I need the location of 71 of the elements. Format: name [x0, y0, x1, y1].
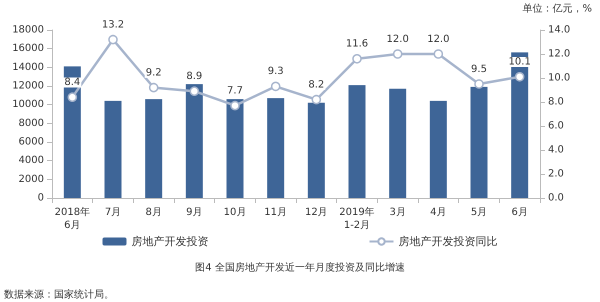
y2-tick-label: 12.0: [548, 48, 570, 60]
x-tick-label: 2019年 1-2月: [339, 206, 375, 231]
bar: [430, 100, 447, 198]
data-label: 13.2: [102, 19, 124, 30]
point: [148, 82, 158, 92]
bar: [186, 84, 203, 198]
data-label: 9.3: [268, 66, 284, 78]
x-tick-label: 12月: [304, 207, 328, 218]
y-tick-label: 4000: [18, 155, 44, 166]
point: [312, 94, 322, 104]
y2-tick-label: 6.0: [548, 120, 564, 132]
bar: [389, 88, 406, 198]
x-tick-label: 10月: [224, 207, 246, 218]
y-tick-label: 10000: [12, 99, 44, 110]
x-tick-label: 9月: [186, 207, 203, 218]
legend-label: 房地产开发投资: [132, 235, 208, 248]
y-tick-label: 0: [38, 192, 44, 204]
point: [434, 49, 444, 59]
bar: [145, 99, 162, 198]
y-tick-label: 16000: [12, 43, 44, 54]
y2-tick-label: 0.0: [548, 192, 564, 204]
bar: [308, 102, 325, 198]
point: [108, 34, 118, 44]
y2-tick-label: 14.0: [548, 24, 570, 36]
data-label: 11.6: [346, 38, 368, 50]
bar: [64, 66, 81, 198]
data-label: 8.2: [308, 79, 324, 90]
data-label: 12.0: [386, 34, 409, 45]
y-tick-label: 6000: [18, 136, 44, 148]
bar: [470, 86, 488, 198]
point: [474, 79, 484, 89]
y-tick-label: 8000: [18, 118, 44, 129]
x-tick-label: 3月: [389, 207, 406, 218]
x-tick-label: 8月: [145, 207, 162, 218]
bar: [348, 85, 366, 198]
point: [352, 54, 362, 64]
point: [190, 86, 200, 96]
bar: [104, 100, 122, 198]
y2-tick-label: 8.0: [548, 96, 564, 108]
x-tick-label: 6月: [511, 207, 528, 218]
text: 单位：亿元，%: [522, 2, 592, 14]
point: [270, 82, 280, 92]
data-label: 8.9: [186, 70, 202, 82]
y-tick-label: 2000: [18, 174, 44, 185]
x-tick-label: 7月: [104, 207, 122, 218]
x-tick-label: 11月: [264, 207, 288, 218]
data-label: 10.1: [508, 56, 531, 68]
point: [392, 49, 402, 59]
bar: [267, 98, 284, 198]
data-label: 7.7: [227, 85, 243, 96]
data-label: 9.2: [146, 67, 162, 78]
point: [68, 92, 78, 102]
y-tick-label: 12000: [12, 80, 44, 92]
source-note: 数据来源：国家统计局。: [4, 288, 114, 300]
bar: [511, 52, 528, 198]
x-tick-label: 2018年 6月: [54, 206, 90, 231]
data-label: 9.5: [471, 64, 487, 75]
x-tick-label: 4月: [430, 207, 447, 218]
text: 图4 全国房地产开发近一年月度投资及同比增速: [195, 262, 405, 274]
point: [230, 100, 240, 110]
y-tick-label: 18000: [12, 24, 44, 36]
data-label: 12.0: [427, 34, 450, 45]
y2-tick-label: 2.0: [548, 168, 564, 180]
x-tick-label: 5月: [470, 207, 488, 218]
legend-label: 房地产开发投资同比: [398, 235, 498, 248]
data-label: 8.4: [64, 76, 80, 88]
bar: [226, 99, 244, 198]
y-tick-label: 14000: [12, 62, 44, 73]
y2-tick-label: 10.0: [548, 72, 570, 84]
y2-tick-label: 4.0: [548, 144, 564, 156]
point: [514, 72, 524, 82]
